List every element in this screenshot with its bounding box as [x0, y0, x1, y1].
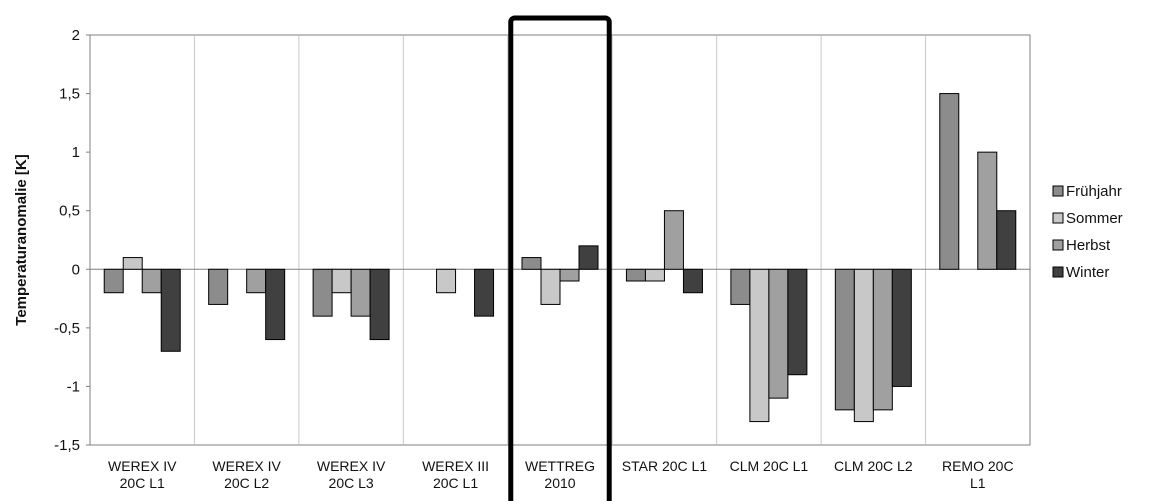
y-axis-title: Temperaturanomalie [K] [13, 154, 30, 325]
y-tick-label: 1,5 [59, 86, 80, 103]
bars [103, 93, 1017, 423]
y-tick-labels: 2 1,5 1 0,5 0 -0,5 -1 -1,5 [54, 27, 90, 454]
category-label: WEREX III 20C L1 [422, 458, 489, 491]
category-label: WETTREG 2010 [525, 458, 595, 491]
category-label-line: L1 [970, 475, 986, 491]
legend-swatch [1052, 266, 1064, 278]
bar [578, 245, 599, 270]
bar [644, 268, 665, 282]
y-tick-label: -1,5 [54, 437, 80, 454]
plot-frame [89, 34, 1031, 446]
bar [872, 268, 893, 411]
bar [436, 268, 457, 294]
bar [141, 268, 162, 294]
category-label: WEREX IV 20C L2 [212, 458, 281, 491]
bar [749, 268, 770, 423]
bar [265, 268, 286, 341]
legend-swatch [1052, 212, 1064, 224]
bar [559, 268, 580, 282]
category-label-line: WETTREG [525, 458, 595, 474]
category-separators [193, 35, 927, 445]
category-label: REMO 20C L1 [942, 458, 1014, 491]
y-tick-label: 1 [72, 144, 80, 161]
category-label-line: WEREX IV [317, 458, 386, 474]
category-label-line: WEREX IV [212, 458, 281, 474]
bar [939, 93, 960, 270]
bar [891, 268, 912, 387]
category-label-line: 20C L1 [120, 475, 165, 491]
bar [369, 268, 390, 341]
category-label-line: 20C L1 [433, 475, 478, 491]
category-label-line: REMO 20C [942, 458, 1014, 474]
bar [834, 268, 855, 411]
category-label: STAR 20C L1 [622, 458, 708, 474]
bar [521, 257, 542, 270]
category-label: CLM 20C L2 [834, 458, 913, 474]
y-tick-label: 0,5 [59, 203, 80, 220]
category-label: CLM 20C L1 [730, 458, 809, 474]
legend-label: Frühjahr [1066, 183, 1122, 200]
legend-swatch [1052, 239, 1064, 251]
bar [312, 268, 333, 317]
bar [103, 268, 124, 294]
highlight-box [508, 15, 612, 501]
category-label-line: CLM 20C L1 [730, 458, 809, 474]
category-label-line: STAR 20C L1 [622, 458, 708, 474]
bar [977, 151, 998, 270]
y-tick-label: -1 [67, 378, 80, 395]
bar [122, 257, 143, 270]
bar [730, 268, 751, 305]
category-label-line: WEREX IV [108, 458, 177, 474]
legend: Frühjahr Sommer Herbst Winter [1052, 183, 1123, 281]
bar [787, 268, 808, 376]
bar [853, 268, 874, 423]
bar [540, 268, 561, 305]
legend-label: Herbst [1066, 237, 1111, 254]
category-label-line: 2010 [544, 475, 575, 491]
bar [246, 268, 267, 294]
bar [350, 268, 371, 317]
y-tick-label: 2 [72, 27, 80, 44]
bar [625, 268, 646, 282]
category-label-line: CLM 20C L2 [834, 458, 913, 474]
category-label-line: WEREX III [422, 458, 489, 474]
bar [331, 268, 352, 294]
category-label-line: 20C L2 [224, 475, 269, 491]
bar [663, 210, 684, 270]
bar [996, 210, 1017, 270]
bar [208, 268, 229, 305]
y-tick-label: 0 [72, 261, 80, 278]
bar [474, 268, 495, 317]
legend-swatch [1052, 185, 1064, 197]
legend-label: Sommer [1066, 210, 1123, 227]
bar [160, 268, 181, 352]
y-tick-label: -0,5 [54, 320, 80, 337]
category-label-line: 20C L3 [329, 475, 374, 491]
category-label: WEREX IV 20C L3 [317, 458, 386, 491]
bar [768, 268, 789, 399]
bar [682, 268, 703, 294]
category-label: WEREX IV 20C L1 [108, 458, 177, 491]
legend-label: Winter [1066, 264, 1109, 281]
